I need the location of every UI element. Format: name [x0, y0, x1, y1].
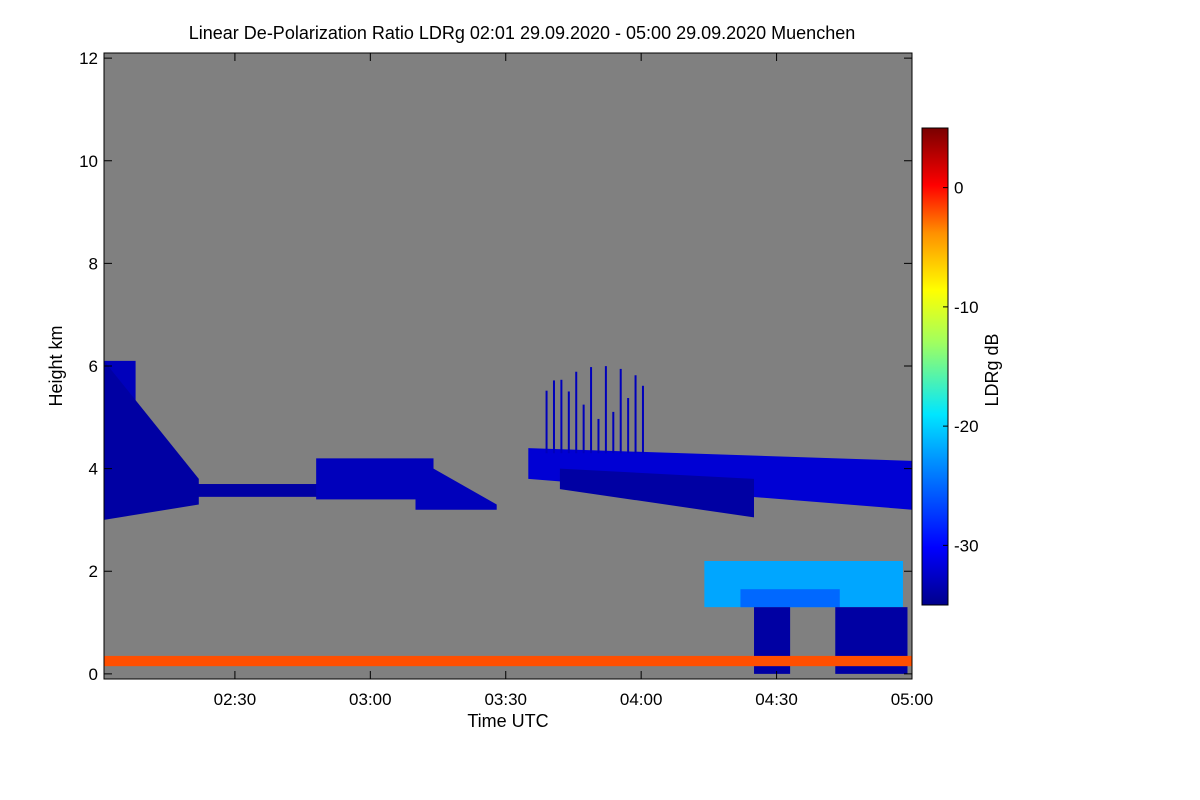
feature-fall-streaks	[612, 411, 615, 454]
feature-fall-streaks	[641, 385, 644, 454]
y-axis-label: Height km	[46, 325, 66, 406]
y-tick-label: 4	[89, 460, 98, 479]
feature-fall-streaks	[575, 371, 578, 454]
y-tick-label: 6	[89, 357, 98, 376]
feature-fall-streaks	[634, 375, 637, 454]
feature-fall-streaks	[590, 367, 593, 454]
x-tick-label: 02:30	[214, 690, 257, 709]
y-tick-label: 8	[89, 254, 98, 273]
x-tick-label: 04:30	[755, 690, 798, 709]
feature-fall-streaks	[582, 404, 585, 454]
x-axis-label: Time UTC	[467, 711, 548, 731]
feature-fall-streaks	[545, 390, 548, 454]
y-tick-label: 12	[79, 49, 98, 68]
feature-thin-cloud-layer	[189, 484, 326, 497]
colorbar	[921, 127, 949, 606]
feature-fall-streaks	[597, 418, 600, 454]
feature-fall-streaks	[627, 398, 630, 454]
feature-fall-streaks	[560, 379, 563, 454]
y-tick-label: 2	[89, 562, 98, 581]
feature-ground-clutter	[104, 655, 912, 667]
y-tick-label: 0	[89, 665, 98, 684]
feature-thinning-cloud-patch	[415, 458, 497, 510]
feature-low-cloud-core	[740, 589, 840, 608]
colorbar-tick-label: 0	[954, 179, 963, 198]
x-tick-label: 03:30	[484, 690, 527, 709]
x-tick-label: 03:00	[349, 690, 392, 709]
data-layer	[104, 360, 912, 674]
colorbar-tick-label: -10	[954, 298, 979, 317]
y-tick-label: 10	[79, 152, 98, 171]
y-axis: 0 2 4 6 8 10 12	[79, 49, 912, 684]
feature-fall-streaks	[604, 366, 607, 454]
chart-title: Linear De-Polarization Ratio LDRg 02:01 …	[189, 23, 855, 43]
feature-cloud-base	[559, 468, 754, 518]
colorbar-tick-label: -20	[954, 417, 979, 436]
x-tick-label: 05:00	[891, 690, 934, 709]
feature-fall-streaks	[552, 380, 555, 454]
x-axis: 02:30 03:00 03:30 04:00 04:30 05:00	[214, 53, 934, 709]
colorbar-tick-label: -30	[954, 536, 979, 555]
feature-cloud-patch	[316, 458, 434, 500]
x-tick-label: 04:00	[620, 690, 663, 709]
colorbar-axis: 0 -10 -20 -30	[943, 179, 979, 555]
feature-fall-streaks	[567, 391, 570, 454]
feature-descending-cloud-band	[104, 360, 199, 520]
colorbar-label: LDRg dB	[982, 333, 1002, 406]
feature-fall-streaks	[619, 368, 622, 454]
